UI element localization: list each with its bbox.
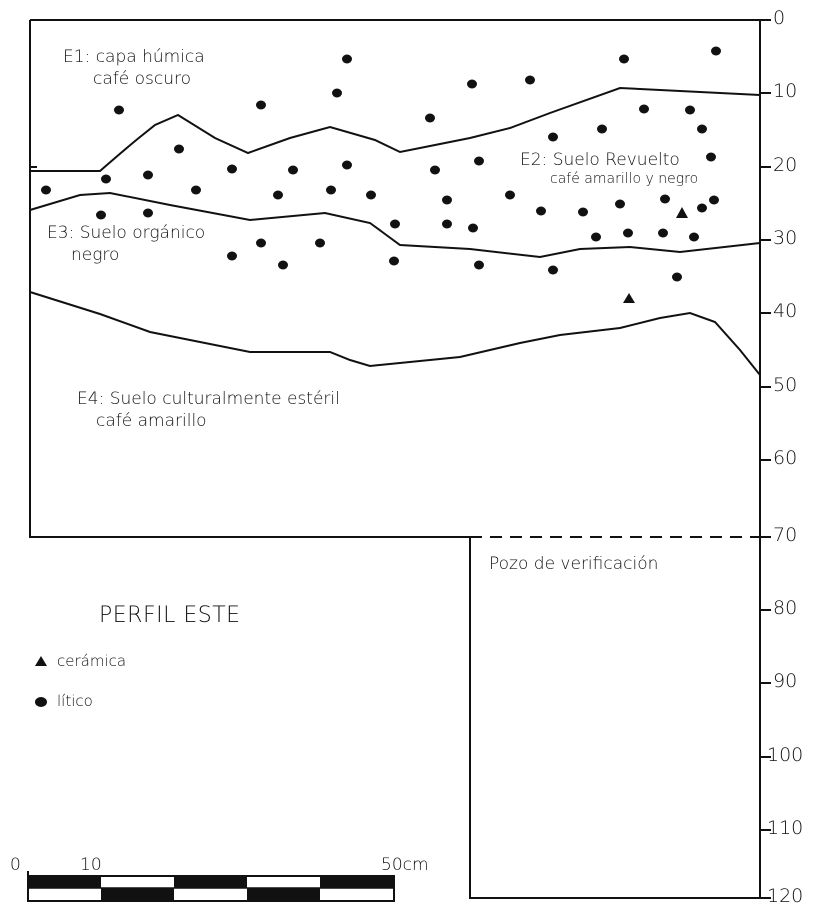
stratum-e2-label: E2: Suelo Revuelto café amarillo y negro — [520, 149, 698, 187]
depth-tick-label: 80 — [773, 597, 798, 619]
stratum-e4-name: E4: Suelo culturalmente estéril — [77, 389, 340, 409]
depth-tick-label: 100 — [767, 744, 804, 766]
verification-pit-label: Pozo de verificación — [489, 554, 659, 574]
profile-title: PERFIL ESTE — [99, 603, 241, 628]
depth-tick-label: 10 — [773, 80, 798, 102]
stratum-e4-description: café amarillo — [96, 411, 207, 431]
depth-axis-ticks — [760, 19, 771, 899]
stratum-e1-name: E1: capa húmica — [63, 47, 205, 67]
boundary-e2-e3 — [29, 191, 761, 259]
stratum-e3-description: negro — [71, 245, 120, 265]
scale-bar — [27, 871, 395, 902]
scale-label-0: 0 — [10, 855, 21, 875]
legend-lithic-label: lítico — [57, 692, 93, 710]
depth-tick-label: 90 — [773, 670, 798, 692]
legend-ceramic-label: cerámica — [57, 652, 127, 670]
stratum-e3-name: E3: Suelo orgánico — [47, 223, 206, 243]
stratum-e2-name: E2: Suelo Revuelto — [520, 150, 680, 170]
depth-tick-label: 40 — [773, 300, 798, 322]
depth-tick-label: 30 — [773, 227, 798, 249]
stratum-e1-label: E1: capa húmica café oscuro — [63, 46, 205, 90]
boundary-e3-e4 — [29, 291, 761, 376]
lithic-dot-icon — [35, 697, 47, 707]
depth-tick-label: 60 — [773, 447, 798, 469]
stratum-e3-label: E3: Suelo orgánico negro — [47, 222, 205, 266]
scale-label-50cm: 50cm — [381, 855, 429, 875]
ceramic-finds — [623, 207, 688, 303]
depth-tick-label: 50 — [773, 374, 798, 396]
stratum-e2-description: café amarillo y negro — [550, 171, 699, 187]
depth-tick-label: 0 — [773, 7, 786, 29]
scale-label-10: 10 — [80, 855, 102, 875]
stratum-e1-description: café oscuro — [93, 69, 192, 89]
stratum-e4-label: E4: Suelo culturalmente estéril café ama… — [77, 388, 340, 432]
boundary-e1-e2 — [30, 86, 761, 172]
depth-tick-label: 110 — [767, 817, 804, 839]
depth-tick-label: 20 — [773, 154, 798, 176]
depth-tick-label: 120 — [767, 885, 804, 907]
depth-tick-label: 70 — [773, 524, 798, 546]
lithic-finds — [41, 46, 721, 282]
ceramic-triangle-icon — [35, 656, 47, 666]
